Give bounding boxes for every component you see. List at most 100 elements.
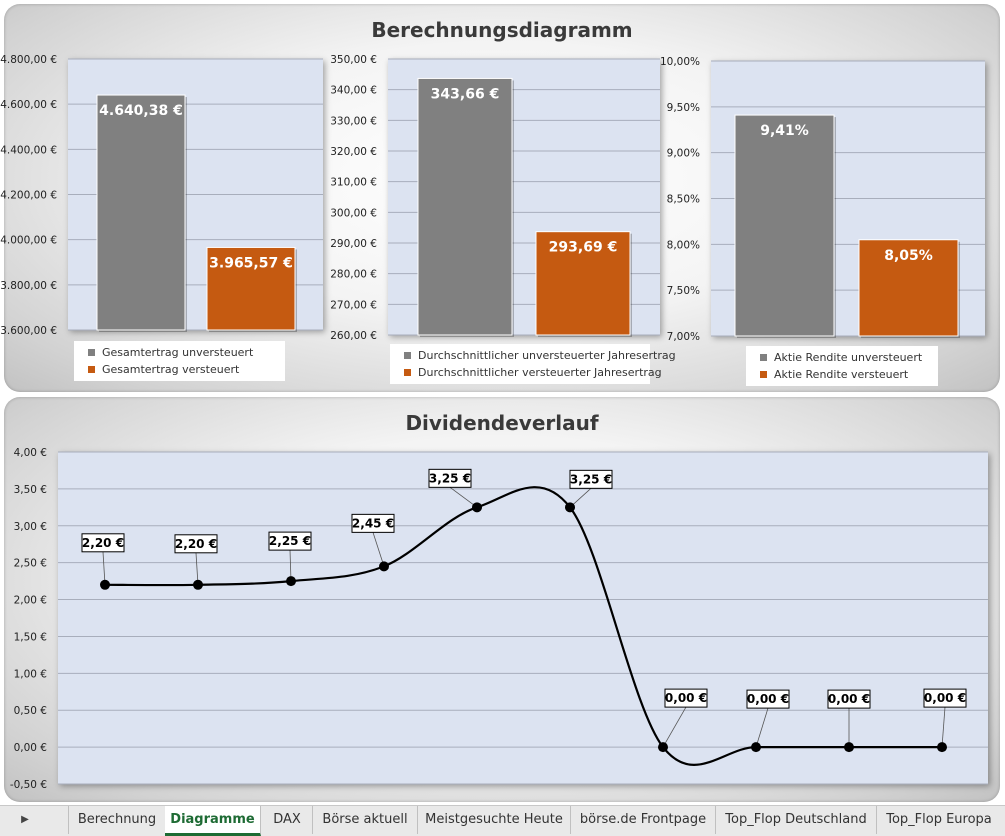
y-tick-label: 10,00% xyxy=(660,56,700,68)
legend-swatch-grey xyxy=(404,352,411,359)
bar-value-label: 8,05% xyxy=(884,248,933,264)
data-label-box xyxy=(351,513,395,533)
y-tick-label: 4.000,00 € xyxy=(0,235,57,247)
legend-swatch-grey xyxy=(760,354,767,361)
data-point xyxy=(937,742,947,753)
y-tick-label: 310,00 € xyxy=(330,177,377,189)
data-label-box xyxy=(569,469,613,489)
data-point xyxy=(751,742,761,753)
chart-total-yield: 4.800,00 € 4.600,00 € 4.400,00 € 4.200,00 €… xyxy=(0,54,323,337)
data-point xyxy=(379,561,389,572)
bar-value-label: 343,66 € xyxy=(431,86,500,102)
legend-swatch-orange xyxy=(404,369,411,376)
y-tick-label: 3.800,00 € xyxy=(0,280,57,292)
data-label: 2,20 € xyxy=(82,536,124,550)
y-tick-label: 330,00 € xyxy=(330,115,377,127)
panel-title: Berechnungsdiagramm xyxy=(371,18,633,42)
legend-item: Gesamtertrag unversteuert xyxy=(88,344,275,361)
y-tick-label: 8,50% xyxy=(667,194,700,206)
data-point xyxy=(193,579,203,590)
bar-unversteuert xyxy=(96,94,186,331)
tab-diagramme[interactable]: Diagramme xyxy=(165,806,261,836)
y-tick-label: 340,00 € xyxy=(330,85,377,97)
tab-meistgesuchte-heute[interactable]: Meistgesuchte Heute xyxy=(418,806,571,834)
data-label-box xyxy=(923,688,967,708)
y-tick-label: 4.400,00 € xyxy=(0,144,57,156)
tab-boerse-aktuell[interactable]: Börse aktuell xyxy=(313,806,418,834)
data-point xyxy=(565,502,575,513)
y-tick-label: 280,00 € xyxy=(330,269,377,281)
data-label-box xyxy=(81,533,125,553)
data-label-leader xyxy=(102,551,106,585)
legend-label: Durchschnittlicher unversteuerter Jahres… xyxy=(418,349,676,362)
y-tick-label: 7,50% xyxy=(667,285,700,297)
tab-scroll-arrow-icon[interactable]: ▶ xyxy=(21,814,29,825)
data-label-leader xyxy=(755,707,769,748)
y-tick-label: 320,00 € xyxy=(330,146,377,158)
y-tick-label: 4,00 € xyxy=(14,447,47,459)
bar-versteuert xyxy=(535,231,631,336)
legend-item: Durchschnittlicher versteuerter Jahreser… xyxy=(404,364,662,381)
data-label-leader xyxy=(449,487,478,508)
tab-boerse-frontpage[interactable]: börse.de Frontpage xyxy=(571,806,716,834)
bar-versteuert xyxy=(206,246,296,331)
y-tick-label: 1,50 € xyxy=(14,631,47,643)
data-point xyxy=(286,576,296,587)
data-point xyxy=(472,502,482,513)
data-label: 0,00 € xyxy=(747,692,789,706)
tab-top-flop-deutschland[interactable]: Top_Flop Deutschland xyxy=(716,806,877,834)
data-label: 2,45 € xyxy=(352,516,394,530)
sheet-tab-bar: ▶ Berechnung Diagramme DAX Börse aktuell… xyxy=(0,805,1005,836)
y-tick-label: 3,00 € xyxy=(14,521,47,533)
legend-label: Durchschnittlicher versteuerter Jahreser… xyxy=(418,366,662,379)
data-label-leader xyxy=(289,550,292,582)
y-tick-label: 2,50 € xyxy=(14,558,47,570)
bar-value-label: 4.640,38 € xyxy=(99,103,183,119)
y-tick-label: 8,00% xyxy=(667,239,700,251)
data-point xyxy=(844,742,854,753)
legend-swatch-grey xyxy=(88,349,95,356)
bar-value-label: 3.965,57 € xyxy=(209,255,293,271)
legend-label: Aktie Rendite unversteuert xyxy=(774,351,923,364)
y-tick-label: 4.800,00 € xyxy=(0,54,57,66)
legend-label: Gesamtertrag unversteuert xyxy=(102,346,254,359)
data-label-leader xyxy=(662,706,687,748)
data-label: 3,25 € xyxy=(570,472,612,486)
y-tick-label: 1,00 € xyxy=(14,668,47,680)
data-label-box xyxy=(268,531,312,551)
y-tick-label: 9,50% xyxy=(667,102,700,114)
tab-top-flop-europa[interactable]: Top_Flop Europa xyxy=(886,812,992,827)
y-tick-label: 9,00% xyxy=(667,148,700,160)
legend-label: Gesamtertrag versteuert xyxy=(102,363,240,376)
y-tick-label: 4.600,00 € xyxy=(0,99,57,111)
tab-dax[interactable]: DAX xyxy=(262,806,313,834)
legend-yearly-yield: Durchschnittlicher unversteuerter Jahres… xyxy=(390,344,676,384)
y-tick-label: 270,00 € xyxy=(330,299,377,311)
data-label: 3,25 € xyxy=(429,471,471,485)
chart-stock-return: 10,00% 9,50% 9,00% 8,50% 8,00% 7,50% 7,00% 9,41… xyxy=(660,56,985,343)
y-tick-label: 0,00 € xyxy=(14,742,47,754)
tab-berechnung[interactable]: Berechnung xyxy=(68,806,166,834)
legend-item: Gesamtertrag versteuert xyxy=(88,361,275,378)
y-tick-label: 7,00% xyxy=(667,331,700,343)
plot-area-dividends xyxy=(58,452,988,784)
chart-yearly-yield: 350,00 € 340,00 € 330,00 € 320,00 € 310,00 €… xyxy=(330,54,660,342)
bar-value-label: 293,69 € xyxy=(549,240,618,256)
data-label: 0,00 € xyxy=(665,691,707,705)
data-label-box xyxy=(664,688,708,708)
bar-unversteuert xyxy=(734,114,835,337)
y-tick-label: 3.600,00 € xyxy=(0,325,57,337)
data-label-leader xyxy=(941,707,946,748)
y-tick-label: 0,50 € xyxy=(14,705,47,717)
legend-swatch-orange xyxy=(760,371,767,378)
dividend-line xyxy=(104,486,942,766)
y-tick-label: 3,50 € xyxy=(14,484,47,496)
y-tick-label: 350,00 € xyxy=(330,54,377,66)
y-tick-label: 4.200,00 € xyxy=(0,190,57,202)
data-label: 2,25 € xyxy=(269,534,311,548)
y-tick-label: -0,50 € xyxy=(10,779,47,791)
panel-title: Dividendeverlauf xyxy=(405,411,599,435)
data-label: 0,00 € xyxy=(924,691,966,705)
bar-value-label: 9,41% xyxy=(760,123,809,139)
legend-return: Aktie Rendite unversteuert Aktie Rendite… xyxy=(746,346,938,386)
